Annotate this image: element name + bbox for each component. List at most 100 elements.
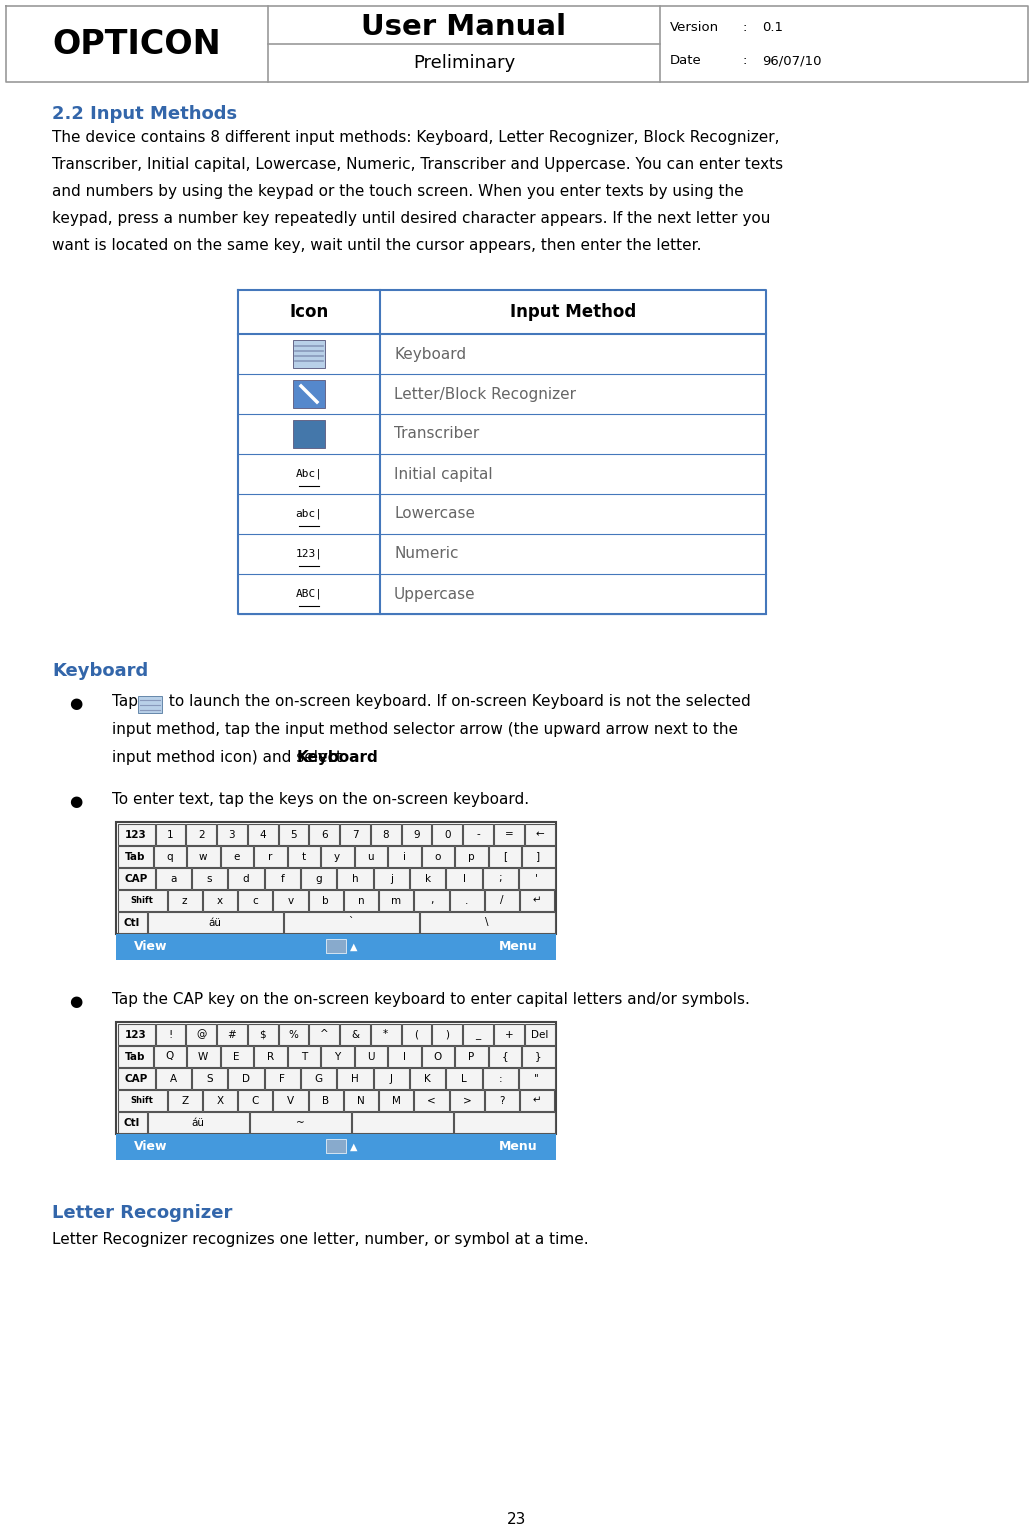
Text: 96/07/10: 96/07/10 [762, 54, 821, 67]
FancyBboxPatch shape [220, 845, 253, 867]
FancyBboxPatch shape [371, 824, 400, 845]
Text: 2.2 Input Methods: 2.2 Input Methods [52, 104, 237, 123]
FancyBboxPatch shape [283, 911, 419, 933]
Text: áü: áü [209, 917, 221, 928]
Text: :: : [742, 21, 747, 34]
Text: O: O [433, 1051, 442, 1062]
FancyBboxPatch shape [371, 1023, 400, 1045]
FancyBboxPatch shape [488, 845, 521, 867]
FancyBboxPatch shape [278, 824, 308, 845]
Text: 0: 0 [444, 830, 451, 839]
FancyBboxPatch shape [355, 1046, 387, 1066]
FancyBboxPatch shape [485, 890, 519, 911]
Text: (: ( [415, 1029, 419, 1040]
Text: c: c [252, 896, 258, 905]
FancyBboxPatch shape [522, 845, 554, 867]
Text: Date: Date [670, 54, 702, 67]
Text: w: w [199, 851, 208, 862]
Text: ●: ● [69, 696, 83, 710]
Text: V: V [286, 1095, 294, 1106]
FancyBboxPatch shape [229, 1068, 264, 1089]
Text: ●: ● [69, 994, 83, 1009]
FancyBboxPatch shape [148, 911, 282, 933]
FancyBboxPatch shape [278, 1023, 308, 1045]
FancyBboxPatch shape [155, 1068, 191, 1089]
Text: =: = [505, 830, 513, 839]
Text: input method, tap the input method selector arrow (the upward arrow next to the: input method, tap the input method selec… [112, 723, 738, 736]
FancyBboxPatch shape [463, 824, 493, 845]
Text: ↵: ↵ [533, 1095, 542, 1106]
FancyBboxPatch shape [308, 1089, 343, 1111]
Text: Ctl: Ctl [124, 1117, 141, 1127]
FancyBboxPatch shape [118, 1068, 154, 1089]
Text: t: t [302, 851, 306, 862]
FancyBboxPatch shape [415, 1089, 449, 1111]
FancyBboxPatch shape [454, 1112, 554, 1132]
FancyBboxPatch shape [118, 890, 166, 911]
FancyBboxPatch shape [220, 1046, 253, 1066]
Text: z: z [182, 896, 187, 905]
FancyBboxPatch shape [116, 822, 556, 934]
FancyBboxPatch shape [273, 1089, 307, 1111]
Text: 2: 2 [197, 830, 205, 839]
Text: D: D [242, 1074, 250, 1083]
Text: Input Method: Input Method [510, 304, 636, 321]
Text: áü: áü [191, 1117, 205, 1127]
Text: q: q [166, 851, 173, 862]
Text: 9: 9 [414, 830, 420, 839]
Text: r: r [268, 851, 272, 862]
FancyBboxPatch shape [355, 845, 387, 867]
Text: H: H [352, 1074, 359, 1083]
FancyBboxPatch shape [488, 1046, 521, 1066]
Text: CAP: CAP [124, 873, 148, 884]
FancyBboxPatch shape [116, 1134, 556, 1160]
FancyBboxPatch shape [483, 1068, 518, 1089]
Text: %: % [288, 1029, 299, 1040]
FancyBboxPatch shape [352, 1112, 453, 1132]
Text: j: j [390, 873, 393, 884]
FancyBboxPatch shape [519, 868, 554, 888]
Text: 23: 23 [508, 1513, 526, 1526]
Text: x: x [217, 896, 223, 905]
FancyBboxPatch shape [524, 1023, 554, 1045]
FancyBboxPatch shape [337, 868, 372, 888]
Text: <: < [427, 1095, 436, 1106]
Text: Keyboard: Keyboard [52, 663, 148, 680]
Text: 3: 3 [229, 830, 236, 839]
Text: Transcriber, Initial capital, Lowercase, Numeric, Transcriber and Uppercase. You: Transcriber, Initial capital, Lowercase,… [52, 156, 783, 172]
Text: }: } [535, 1051, 542, 1062]
FancyBboxPatch shape [432, 1023, 462, 1045]
FancyBboxPatch shape [388, 1046, 421, 1066]
Text: 123: 123 [125, 1029, 147, 1040]
Text: i: i [403, 851, 405, 862]
Text: h: h [352, 873, 359, 884]
FancyBboxPatch shape [118, 1089, 166, 1111]
Text: ]: ] [537, 851, 541, 862]
Text: _: _ [476, 1029, 481, 1040]
FancyBboxPatch shape [422, 1046, 454, 1066]
Text: @: @ [196, 1029, 207, 1040]
FancyBboxPatch shape [168, 890, 202, 911]
Text: ●: ● [69, 795, 83, 808]
Text: Lowercase: Lowercase [394, 506, 475, 522]
FancyBboxPatch shape [254, 845, 286, 867]
Text: The device contains 8 different input methods: Keyboard, Letter Recognizer, Bloc: The device contains 8 different input me… [52, 130, 780, 146]
Text: T: T [301, 1051, 307, 1062]
Text: 6: 6 [321, 830, 328, 839]
FancyBboxPatch shape [229, 868, 264, 888]
Text: L: L [461, 1074, 467, 1083]
Text: Numeric: Numeric [394, 546, 458, 561]
FancyBboxPatch shape [410, 868, 446, 888]
FancyBboxPatch shape [450, 890, 484, 911]
Text: .: . [465, 896, 468, 905]
FancyBboxPatch shape [273, 890, 307, 911]
FancyBboxPatch shape [265, 868, 300, 888]
Text: -: - [477, 830, 480, 839]
FancyBboxPatch shape [293, 380, 325, 408]
Text: g: g [315, 873, 322, 884]
FancyBboxPatch shape [118, 911, 147, 933]
FancyBboxPatch shape [309, 1023, 339, 1045]
Text: Initial capital: Initial capital [394, 466, 492, 482]
Text: G: G [314, 1074, 323, 1083]
Text: Z: Z [181, 1095, 188, 1106]
